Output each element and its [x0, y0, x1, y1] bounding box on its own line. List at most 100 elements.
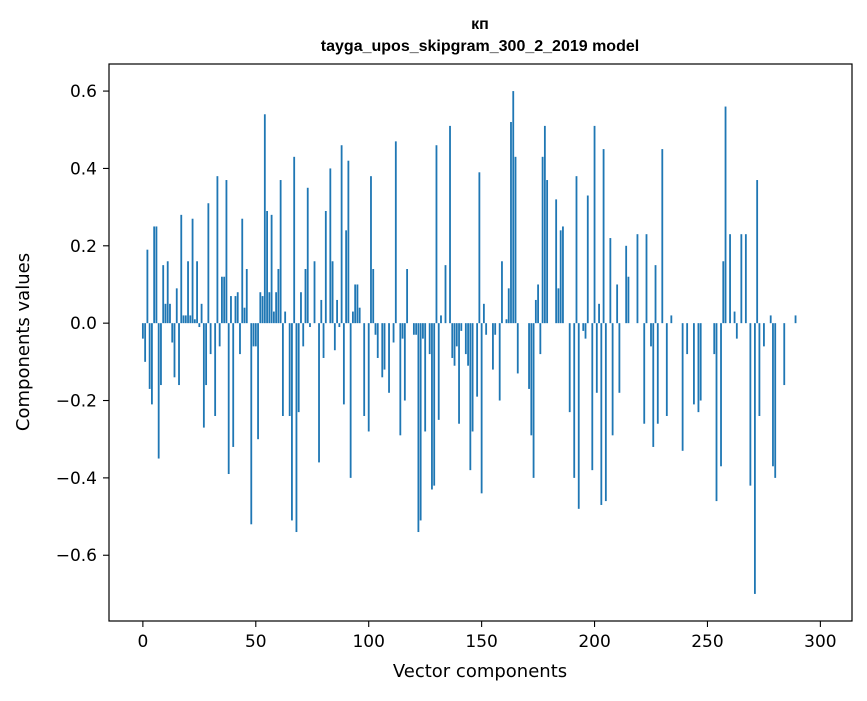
bar: [307, 188, 309, 323]
bar: [280, 180, 282, 323]
bar: [393, 323, 395, 342]
bar: [384, 323, 386, 369]
bar: [413, 323, 415, 335]
bar: [153, 226, 155, 323]
bar: [763, 323, 765, 346]
bar: [196, 261, 198, 323]
bar: [456, 323, 458, 346]
bar: [628, 277, 630, 323]
chart-title-line1: кп: [471, 16, 489, 33]
bar: [512, 91, 514, 323]
bar: [440, 315, 442, 323]
bar: [537, 284, 539, 323]
bar: [352, 312, 354, 324]
bar: [558, 288, 560, 323]
bar: [162, 265, 164, 323]
bar: [359, 308, 361, 323]
bar: [151, 323, 153, 404]
bar: [214, 323, 216, 416]
bar: [722, 261, 724, 323]
bar: [257, 323, 259, 439]
bar: [415, 323, 417, 335]
bar: [420, 323, 422, 520]
x-tick-label: 50: [245, 632, 267, 652]
bar: [596, 323, 598, 393]
bar: [546, 180, 548, 323]
bar: [612, 323, 614, 435]
bar: [291, 323, 293, 520]
bar: [345, 230, 347, 323]
bar: [347, 161, 349, 323]
bar: [569, 323, 571, 412]
bar: [603, 149, 605, 323]
bar: [720, 323, 722, 466]
bar: [700, 323, 702, 400]
bar: [239, 323, 241, 354]
bar: [618, 323, 620, 393]
bar: [506, 319, 508, 323]
x-tick-label: 200: [578, 632, 610, 652]
bar: [194, 319, 196, 323]
bar: [296, 323, 298, 532]
bar: [185, 315, 187, 323]
bar: [643, 323, 645, 424]
bar: [192, 219, 194, 323]
bar: [323, 323, 325, 358]
bar: [142, 323, 144, 338]
bar: [422, 323, 424, 338]
bar: [661, 149, 663, 323]
bar: [740, 234, 742, 323]
bar: [458, 323, 460, 424]
bar: [388, 323, 390, 393]
bar: [713, 323, 715, 354]
y-tick-label: −0.4: [56, 469, 97, 489]
bar: [271, 215, 273, 323]
bar: [277, 269, 279, 323]
bar: [515, 157, 517, 323]
bar: [241, 219, 243, 323]
bar: [189, 315, 191, 323]
bar: [406, 269, 408, 323]
bar: [232, 323, 234, 447]
bar: [273, 312, 275, 324]
bar: [576, 176, 578, 323]
bar: [259, 292, 261, 323]
bar: [637, 234, 639, 323]
bar: [749, 323, 751, 485]
bar: [454, 323, 456, 366]
bar: [517, 323, 519, 373]
bar: [187, 261, 189, 323]
bar: [228, 323, 230, 474]
bar: [318, 323, 320, 462]
bar: [300, 292, 302, 323]
bar: [372, 269, 374, 323]
bar: [246, 269, 248, 323]
bar: [754, 323, 756, 594]
bar: [666, 323, 668, 416]
bar: [734, 312, 736, 324]
bar: [144, 323, 146, 362]
bar: [302, 323, 304, 346]
x-axis-label: Vector components: [393, 661, 567, 682]
bar: [368, 323, 370, 431]
bar: [289, 323, 291, 416]
bar: [544, 126, 546, 323]
bar: [542, 157, 544, 323]
bar: [682, 323, 684, 451]
bar: [402, 323, 404, 338]
bar: [165, 304, 167, 323]
bar: [646, 234, 648, 323]
bar: [350, 323, 352, 478]
bar: [625, 246, 627, 323]
bar: [716, 323, 718, 501]
bar: [329, 168, 331, 323]
bar: [600, 323, 602, 505]
bar: [149, 323, 151, 389]
bar: [729, 234, 731, 323]
x-tick-label: 150: [465, 632, 497, 652]
bar: [203, 323, 205, 427]
bar: [587, 196, 589, 324]
bar: [237, 292, 239, 323]
y-tick-label: 0.6: [70, 82, 97, 102]
